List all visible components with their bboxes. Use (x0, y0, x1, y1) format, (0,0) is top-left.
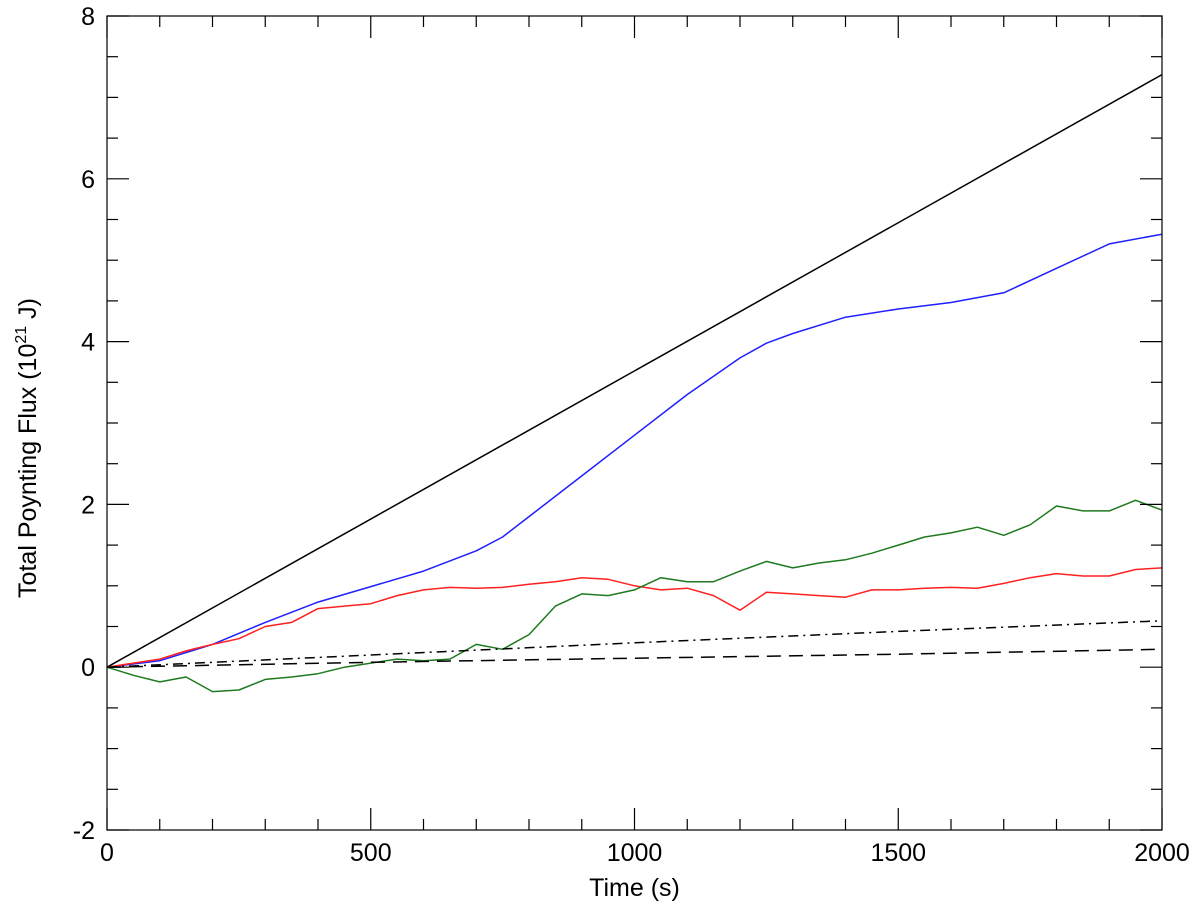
y-tick-label-2: 2 (81, 491, 95, 519)
y-tick-label-4: 4 (81, 329, 95, 357)
y-tick-label--2: -2 (73, 817, 95, 845)
y-tick-label-0: 0 (81, 654, 95, 682)
series-line-5 (106, 620, 1163, 668)
x-tick-label-2000: 2000 (1134, 839, 1190, 867)
x-axis-title: Time (s) (589, 874, 680, 902)
series-line-2 (106, 233, 1163, 668)
x-tick-label-500: 500 (350, 839, 392, 867)
x-tick-label-1000: 1000 (607, 839, 663, 867)
series-line-4 (106, 499, 1163, 693)
series-layer (106, 73, 1163, 693)
series-line-1 (106, 73, 1163, 668)
y-tick-label-6: 6 (81, 166, 95, 194)
series-line-6 (106, 648, 1163, 668)
y-axis-title-suffix: J) (14, 298, 42, 326)
ticks-layer (106, 15, 1163, 831)
series-line-3 (106, 567, 1163, 668)
plot-frame (106, 15, 1163, 831)
x-tick-label-1500: 1500 (870, 839, 926, 867)
y-axis-title-prefix: Total Poynting Flux (10 (14, 344, 42, 598)
x-tick-label-0: 0 (100, 839, 114, 867)
y-axis-title: Total Poynting Flux (1021 J) (13, 298, 42, 598)
y-axis-title-superscript: 21 (13, 326, 30, 344)
y-tick-label-8: 8 (81, 3, 95, 31)
